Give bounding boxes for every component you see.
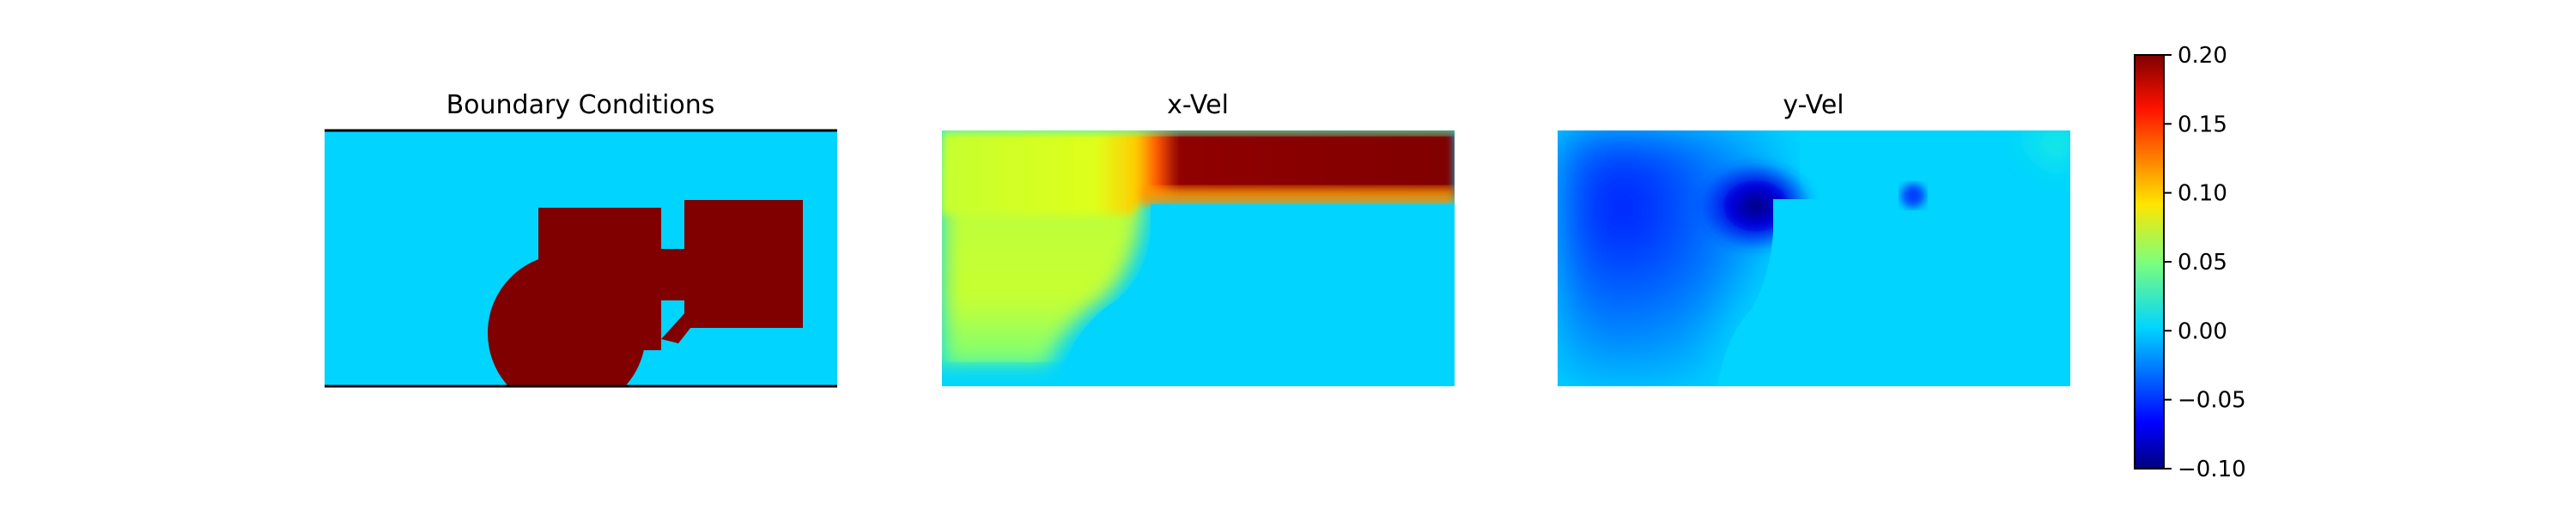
x-vel-obstacle-zone [1056, 204, 1455, 386]
circle [488, 254, 646, 412]
colorbar-tick-label: −0.10 [2178, 457, 2246, 482]
y-vel-panel: y-Vel [1558, 90, 2070, 386]
colorbar-ticks: 0.20 0.15 0.10 0.05 0.00 −0.05 −0.10 [2164, 43, 2246, 482]
bc-mask-bottom [318, 387, 850, 421]
x-vel-top-edge [942, 130, 1455, 136]
colorbar-tick-label: 0.20 [2178, 43, 2227, 69]
colorbar-tick-label: −0.05 [2178, 388, 2246, 414]
colorbar-tick-label: 0.10 [2178, 181, 2227, 207]
x-vel-panel: x-Vel [942, 90, 1455, 386]
y-vel-small-dip [1901, 184, 1925, 208]
colorbar-gradient [2134, 54, 2165, 470]
x-vel-title: x-Vel [1167, 90, 1229, 120]
obstacle-group [488, 200, 803, 412]
y-vel-title: y-Vel [1783, 90, 1844, 120]
colorbar: 0.20 0.15 0.10 0.05 0.00 −0.05 −0.10 [2134, 43, 2246, 482]
block-bridge [657, 249, 687, 300]
y-vel-upper-right-corner [1992, 130, 2070, 199]
colorbar-tick-label: 0.00 [2178, 318, 2227, 344]
connector-strut [661, 311, 697, 343]
boundary-conditions-panel: Boundary Conditions [318, 90, 850, 421]
colorbar-tick-label: 0.05 [2178, 250, 2227, 276]
boundary-conditions-title: Boundary Conditions [447, 90, 715, 120]
colorbar-tick-label: 0.15 [2178, 112, 2227, 137]
x-vel-jet-halo [1142, 187, 1455, 206]
right-block [684, 200, 803, 328]
y-vel-obstacle-zone [1717, 199, 2070, 386]
x-vel-bottom-fade [942, 365, 1114, 386]
